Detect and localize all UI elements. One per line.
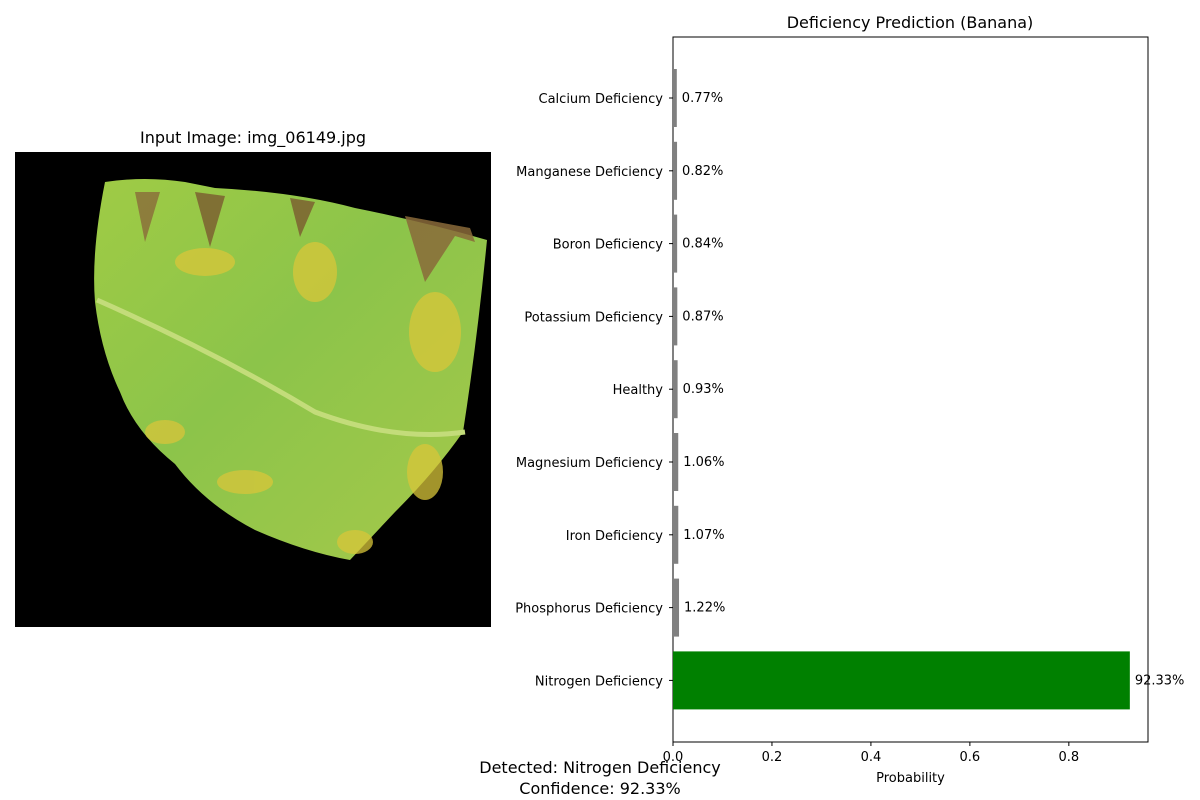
bar — [673, 505, 679, 564]
x-tick-label: 0.0 — [663, 750, 684, 765]
bar — [673, 578, 680, 637]
bar — [673, 287, 678, 346]
leaf-image — [15, 152, 491, 627]
y-tick-label: Healthy — [613, 383, 664, 398]
input-image-title: Input Image: img_06149.jpg — [139, 128, 367, 147]
confidence-label: Confidence: 92.33% — [519, 779, 681, 798]
bar — [673, 433, 679, 491]
x-tick-label: 0.2 — [762, 750, 783, 765]
value-label: 0.87% — [682, 309, 723, 324]
bar — [673, 141, 678, 200]
x-tick-label: 0.6 — [960, 750, 981, 765]
value-label: 0.82% — [682, 164, 723, 179]
y-tick-label: Calcium Deficiency — [539, 92, 664, 107]
plot-frame — [672, 36, 1149, 743]
bar — [673, 360, 678, 419]
value-label: 1.06% — [683, 455, 724, 470]
y-tick-label: Magnesium Deficiency — [516, 456, 663, 471]
bar — [673, 69, 677, 127]
x-tick-label: 0.4 — [861, 750, 882, 765]
bar — [673, 651, 1130, 710]
bar — [673, 214, 678, 273]
y-tick-label: Phosphorus Deficiency — [515, 602, 663, 617]
value-label: 1.07% — [683, 528, 724, 543]
value-label: 0.77% — [682, 91, 723, 106]
y-tick-label: Nitrogen Deficiency — [535, 674, 663, 689]
detected-label: Detected: Nitrogen Deficiency — [479, 758, 721, 777]
value-label: 0.84% — [682, 237, 723, 252]
value-label: 0.93% — [683, 382, 724, 397]
x-axis-label: Probability — [876, 771, 945, 786]
x-tick-label: 0.8 — [1058, 750, 1079, 765]
y-tick-label: Manganese Deficiency — [516, 165, 663, 180]
value-label: 1.22% — [684, 601, 725, 616]
y-tick-label: Potassium Deficiency — [524, 310, 663, 325]
value-label: 92.33% — [1135, 673, 1185, 688]
chart-title: Deficiency Prediction (Banana) — [786, 13, 1034, 32]
y-tick-label: Iron Deficiency — [566, 529, 664, 544]
y-tick-label: Boron Deficiency — [553, 238, 664, 253]
